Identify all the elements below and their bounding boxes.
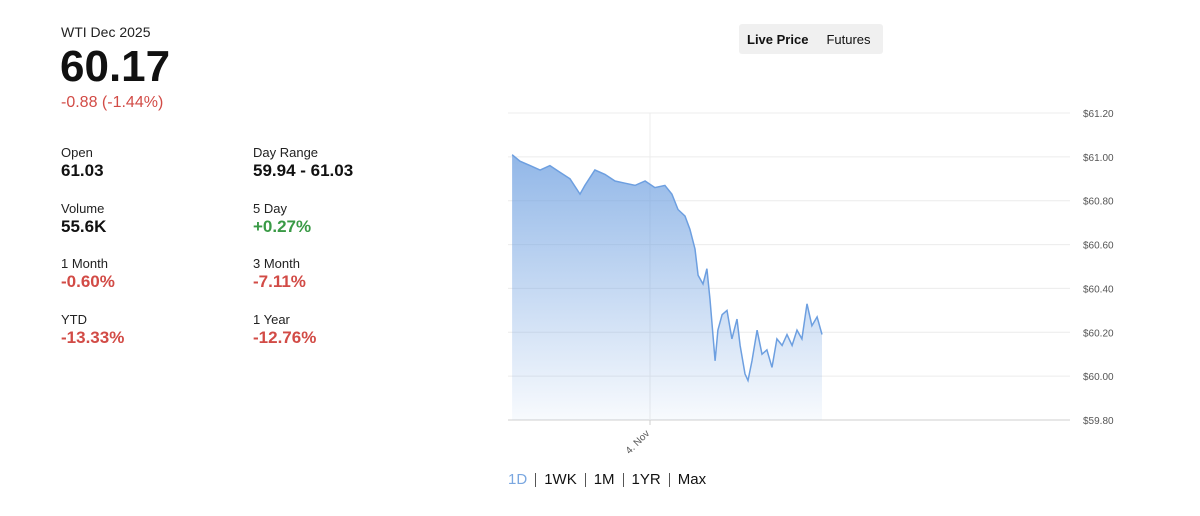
separator: [584, 472, 586, 487]
stat-label: Open: [61, 145, 93, 160]
separator: [668, 472, 670, 487]
stat-value: -0.60%: [61, 272, 115, 291]
y-tick-label: $60.40: [1083, 284, 1114, 295]
y-tick-label: $61.00: [1083, 153, 1114, 164]
price-change: -0.88 (-1.44%): [61, 94, 164, 111]
stat-value: -12.76%: [253, 327, 317, 347]
area-fill: [512, 154, 822, 420]
instrument-name: WTI Dec 2025: [61, 24, 151, 40]
stat-value: 61.03: [61, 161, 104, 180]
separator: [622, 472, 624, 487]
stat-label: Volume: [61, 200, 105, 216]
stat-label: YTD: [61, 311, 87, 327]
stat-label: 1 Month: [61, 256, 108, 271]
range-button[interactable]: Max: [677, 471, 707, 488]
y-tick-label: $60.80: [1083, 197, 1114, 208]
stat-value: +0.27%: [253, 216, 312, 236]
tab[interactable]: Futures: [826, 31, 871, 47]
price-line: [511, 154, 823, 383]
y-tick-label: $60.00: [1083, 372, 1114, 383]
y-tick-label: $60.20: [1083, 328, 1114, 339]
stat-value: -13.33%: [61, 327, 125, 347]
separator: [535, 472, 537, 487]
range-button[interactable]: 1D: [508, 471, 528, 488]
stat-label: Day Range: [253, 145, 319, 160]
stat-value: -7.11%: [253, 272, 306, 291]
price: 60.17: [60, 42, 171, 91]
stat-value: 55.6K: [61, 216, 107, 236]
stat-label: 3 Month: [253, 256, 300, 271]
tab-bar: Live Price Futures: [739, 24, 883, 54]
range-selector: 1D 1WK 1M 1YR Max: [508, 471, 706, 488]
range-button[interactable]: 1M: [593, 471, 615, 488]
y-tick-label: $59.80: [1083, 416, 1114, 427]
stat-value: 59.94 - 61.03: [253, 161, 354, 180]
stat-label: 5 Day: [253, 200, 287, 216]
stat-label: 1 Year: [253, 311, 290, 327]
y-tick-label: $61.20: [1083, 109, 1114, 120]
range-button[interactable]: 1YR: [631, 471, 661, 488]
y-tick-label: $60.60: [1083, 241, 1114, 252]
x-tick-label: 4. Nov: [624, 428, 652, 456]
tab[interactable]: Live Price: [747, 31, 809, 47]
range-button[interactable]: 1WK: [544, 471, 577, 488]
